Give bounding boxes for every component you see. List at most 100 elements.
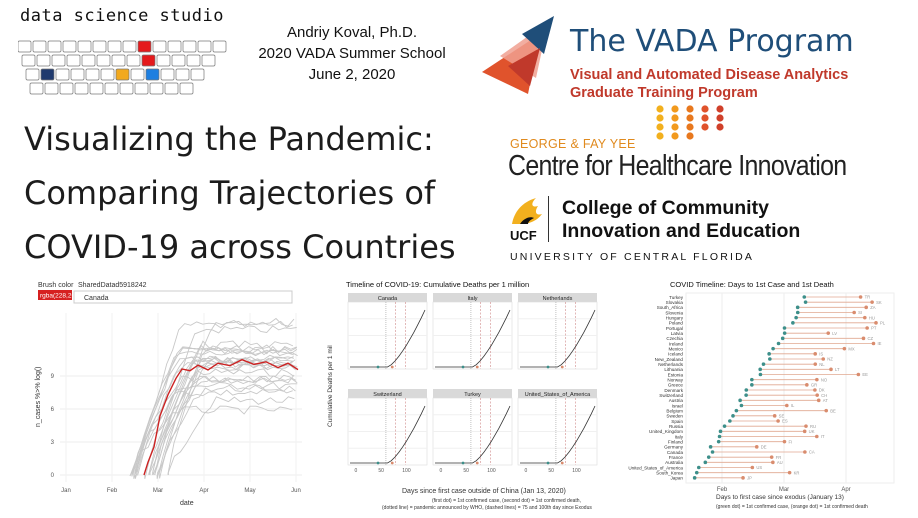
p3-country-label: Canada — [667, 450, 684, 455]
author-block: Andriy Koval, Ph.D. 2020 VADA Summer Sch… — [252, 22, 452, 85]
p1-ylabel: n_cases %>% log() — [35, 366, 42, 427]
keyboard-key — [36, 54, 51, 67]
p3-first-case-dot — [738, 398, 742, 403]
p3-country-label: New_Zealand — [655, 357, 684, 362]
p1-country-line — [129, 405, 293, 477]
p1-xlabel: date — [180, 500, 194, 507]
p3-code-label: LV — [832, 331, 837, 336]
title-line-3: COVID-19 across Countries — [24, 228, 456, 266]
p1-xtick: May — [244, 488, 255, 494]
p3-first-case-dot — [768, 357, 772, 361]
p3-first-death-dot — [865, 326, 869, 330]
p2-xlabel: Days since first case outside of China (… — [402, 488, 566, 495]
country-select[interactable] — [73, 290, 293, 304]
ccie-name: College of Community Innovation and Educ… — [562, 197, 800, 243]
p3-xtick: Apr — [841, 487, 850, 493]
keyboard-key — [29, 82, 44, 95]
p3-country-label: Czechia — [666, 336, 683, 341]
p3-code-label: BE — [830, 408, 836, 413]
p3-first-case-dot — [731, 414, 735, 418]
keyboard-key — [186, 54, 201, 67]
keyboard-key — [32, 40, 47, 53]
p2-facet-line — [520, 405, 596, 464]
p3-code-label: AT — [823, 398, 828, 403]
p2-xtick: 50 — [463, 468, 469, 474]
keyboard-key — [66, 54, 81, 67]
p3-code-label: FI — [788, 439, 792, 444]
p2-first-death-dot — [475, 461, 479, 465]
timeline-panel: COVID Timeline: Days to 1st Case and 1st… — [622, 277, 904, 514]
p1-xtick: Mar — [153, 488, 163, 494]
p1-country-line — [156, 384, 296, 476]
p3-first-case-dot — [771, 346, 775, 351]
p3-first-case-dot — [722, 424, 727, 428]
keyboard-key — [137, 40, 152, 53]
country-select-value: Canada — [84, 295, 109, 302]
p3-first-death-dot — [829, 367, 833, 372]
ucf-mark: UCF — [510, 228, 537, 242]
p3-code-label: DE — [761, 444, 767, 449]
keyboard-key — [115, 68, 130, 81]
p2-facet-label: United_States_of_America — [525, 392, 591, 398]
p3-code-label: JP — [747, 475, 752, 480]
vada-dot — [701, 105, 709, 113]
event-date: June 2, 2020 — [308, 66, 396, 83]
p2-first-death-dot — [390, 461, 394, 465]
p1-country-line — [144, 359, 296, 480]
keyboard-key — [25, 68, 40, 81]
keyboard-key — [74, 82, 89, 95]
keyboard-key — [59, 82, 74, 95]
p3-country-label: Australia — [665, 460, 683, 465]
p3-first-death-dot — [776, 419, 780, 423]
p2-first-case-dot — [376, 461, 380, 465]
p3-code-label: IT — [821, 434, 825, 439]
p1-country-line — [158, 362, 298, 476]
p1-country-line — [167, 396, 295, 476]
p1-country-line — [148, 357, 294, 476]
vada-dot — [716, 123, 724, 131]
p3-code-label: SK — [876, 300, 882, 305]
p2-facet-line — [350, 309, 426, 368]
p2-facet-label: Turkey — [464, 392, 481, 398]
p2-xtick: 50 — [548, 468, 554, 474]
p1-country-line — [167, 317, 295, 476]
p3-first-case-dot — [758, 367, 762, 372]
p2-facet-strip — [348, 389, 427, 398]
brush-color-chip[interactable] — [38, 290, 72, 300]
p3-code-label: SE — [779, 413, 785, 418]
p2-facet-label: Canada — [378, 296, 398, 302]
p1-country-line — [133, 374, 297, 479]
p3-first-case-dot — [710, 450, 715, 454]
p1-country-line — [154, 340, 294, 476]
p3-code-label: IE — [877, 341, 881, 346]
keyboard-key — [126, 54, 141, 67]
facet-deaths-panel: Timeline of COVID-19: Cumulative Deaths … — [322, 277, 614, 514]
brush-color-value: rgba(228,26 — [40, 293, 75, 300]
p3-code-label: HU — [869, 315, 875, 320]
vada-dot — [656, 105, 664, 113]
p2-facet-strip — [433, 389, 512, 398]
p3-country-label: Finland — [668, 439, 684, 444]
p3-first-case-dot — [782, 331, 787, 335]
p3-first-death-dot — [785, 403, 789, 408]
presentation-title: Visualizing the Pandemic: Comparing Traj… — [24, 112, 494, 274]
p3-first-case-dot — [758, 372, 763, 377]
keyboard-key — [55, 68, 70, 81]
keyboard-key — [134, 82, 149, 95]
p3-first-case-dot — [744, 393, 748, 397]
studio-title: data science studio — [20, 6, 224, 26]
vada-dot — [656, 123, 664, 131]
p3-code-label: DK — [819, 388, 825, 393]
p2-facet-label: Netherlands — [543, 296, 573, 302]
keyboard-key — [149, 82, 164, 95]
vada-dot — [671, 114, 679, 122]
p2-facet-line — [435, 405, 511, 464]
p3-country-label: Italy — [675, 434, 684, 439]
p2-first-case-dot — [461, 365, 465, 369]
ccie-line-1: College of Community — [562, 197, 769, 219]
keyboard-key — [175, 68, 190, 81]
facet-deaths-chart: Timeline of COVID-19: Cumulative Deaths … — [327, 280, 598, 511]
p1-ytick: 6 — [51, 407, 55, 413]
keyboard-key — [85, 68, 100, 81]
keyboard-key — [104, 82, 119, 95]
